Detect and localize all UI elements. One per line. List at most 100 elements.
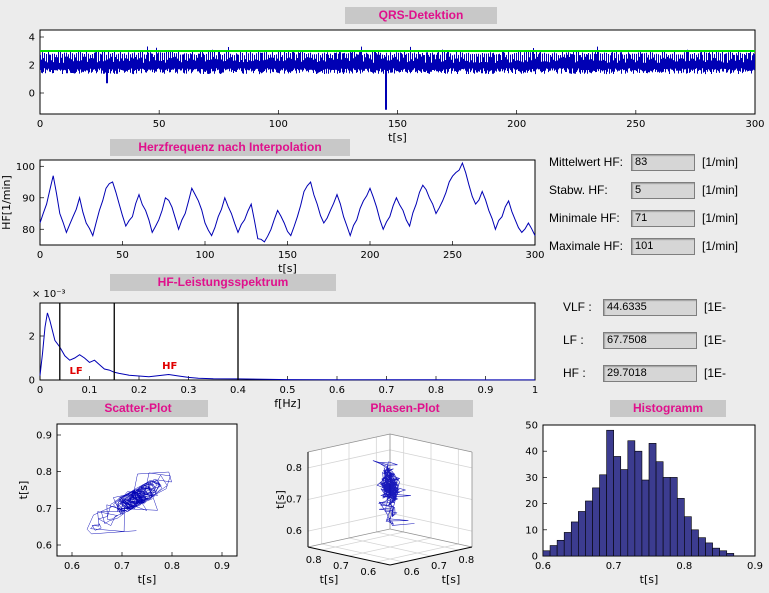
svg-text:100: 100 [195,250,214,261]
svg-text:80: 80 [22,225,35,236]
svg-text:2: 2 [29,332,35,343]
svg-text:150: 150 [388,119,407,130]
svg-text:200: 200 [360,250,379,261]
min-hf-label: Minimale HF: [549,211,620,225]
svg-text:100: 100 [269,119,288,130]
scatter-title: Scatter-Plot [68,400,208,417]
svg-text:0.3: 0.3 [181,385,197,396]
svg-text:0.7: 0.7 [36,504,52,515]
std-hf-label: Stabw. HF: [549,183,608,197]
hr-plot: 0 50 100 150 200 250 300 80 90 100 t[s] HF[1/min] [0,159,545,275]
freq-row-hf: HF : 29.7018 [1E- [563,364,726,382]
svg-text:50: 50 [525,421,538,432]
svg-text:0.1: 0.1 [82,385,98,396]
svg-text:90: 90 [22,193,35,204]
svg-text:0: 0 [29,89,35,100]
stat-row-max: Maximale HF: 101 [1/min] [549,237,738,255]
svg-text:200: 200 [507,119,526,130]
svg-text:0.6: 0.6 [64,561,80,572]
stat-row-min: Minimale HF: 71 [1/min] [549,209,738,227]
freq-row-vlf: VLF : 44.6335 [1E- [563,298,726,316]
svg-text:0.7: 0.7 [333,561,349,572]
svg-text:0.8: 0.8 [458,555,474,566]
svg-text:50: 50 [153,119,166,130]
svg-text:t[s]: t[s] [138,573,157,586]
svg-text:0.6: 0.6 [36,541,52,552]
svg-text:0: 0 [37,119,43,130]
svg-text:× 10⁻³: × 10⁻³ [32,289,66,300]
svg-text:t[s]: t[s] [320,573,339,586]
svg-text:30: 30 [525,473,538,484]
svg-text:0.6: 0.6 [535,561,551,572]
svg-text:0.8: 0.8 [36,467,52,478]
svg-text:f[Hz]: f[Hz] [274,397,301,410]
svg-text:0.8: 0.8 [676,561,692,572]
svg-text:0.7: 0.7 [379,385,395,396]
svg-text:100: 100 [16,162,35,173]
svg-text:4: 4 [29,33,35,44]
mean-hf-field[interactable]: 83 [631,153,695,171]
hf-field[interactable]: 29.7018 [603,364,697,382]
svg-text:0.2: 0.2 [131,385,147,396]
freq-row-lf: LF : 67.7508 [1E- [563,331,726,349]
vlf-unit: [1E- [704,300,727,314]
svg-text:150: 150 [278,250,297,261]
svg-text:HF: HF [162,361,177,372]
svg-text:0.8: 0.8 [306,555,322,566]
mean-hf-unit: [1/min] [702,155,739,169]
svg-text:t[s]: t[s] [17,481,30,500]
svg-text:20: 20 [525,499,538,510]
histogram-title: Histogramm [610,400,726,417]
lf-unit: [1E- [704,333,727,347]
svg-text:40: 40 [525,447,538,458]
max-hf-unit: [1/min] [702,239,739,253]
spectrum-plot: 0 0.1 0.2 0.3 0.4 0.5 0.6 0.7 0.8 0.9 1 0 2 f[Hz] × 10… [29,289,539,410]
svg-text:t[s]: t[s] [640,573,659,586]
svg-text:0.7: 0.7 [431,561,447,572]
svg-text:300: 300 [525,250,544,261]
hf-label: HF : [563,366,586,380]
svg-text:50: 50 [116,250,129,261]
svg-text:0.7: 0.7 [286,495,302,506]
hr-title: Herzfrequenz nach Interpolation [110,139,350,156]
qrs-plot: 0 50 100 150 200 250 300 0 2 4 t[s] [29,29,765,144]
svg-text:0.6: 0.6 [404,567,420,578]
stat-row-mean: Mittelwert HF: 83 [1/min] [549,153,738,171]
svg-text:HF[1/min]: HF[1/min] [0,175,13,230]
phase-title: Phasen-Plot [337,400,473,417]
max-hf-field[interactable]: 101 [631,237,695,255]
stat-row-std: Stabw. HF: 5 [1/min] [549,181,738,199]
svg-text:0: 0 [37,385,43,396]
lf-field[interactable]: 67.7508 [603,331,697,349]
std-hf-unit: [1/min] [702,183,739,197]
lf-label: LF : [563,333,584,347]
std-hf-field[interactable]: 5 [631,181,695,199]
vlf-label: VLF : [563,300,592,314]
svg-text:0.8: 0.8 [164,561,180,572]
svg-text:0.9: 0.9 [36,431,52,442]
mean-hf-label: Mittelwert HF: [549,155,624,169]
svg-text:1: 1 [532,385,538,396]
svg-text:0: 0 [532,552,538,563]
svg-text:0: 0 [29,376,35,387]
histogram-plot: 0.6 0.7 0.8 0.9 0 10 20 30 40 50 t[s] [525,421,763,587]
min-hf-unit: [1/min] [702,211,739,225]
svg-text:t[s]: t[s] [388,131,407,144]
svg-text:0.7: 0.7 [114,561,130,572]
svg-text:0.6: 0.6 [360,567,376,578]
svg-text:0: 0 [37,250,43,261]
svg-text:250: 250 [443,250,462,261]
svg-text:t[s]: t[s] [274,490,287,509]
svg-text:t[s]: t[s] [278,262,297,275]
svg-text:0.9: 0.9 [214,561,230,572]
svg-text:0.5: 0.5 [280,385,296,396]
svg-text:0.9: 0.9 [747,561,763,572]
phase-plot: 0.6 0.6 0.6 0.7 0.7 0.7 0.8 0.8 0.8 t[s] t[s] t[s] [274,433,474,586]
svg-text:0.7: 0.7 [606,561,622,572]
vlf-field[interactable]: 44.6335 [603,298,697,316]
svg-text:2: 2 [29,61,35,72]
svg-text:0.6: 0.6 [286,526,302,537]
svg-text:0.9: 0.9 [478,385,494,396]
min-hf-field[interactable]: 71 [631,209,695,227]
